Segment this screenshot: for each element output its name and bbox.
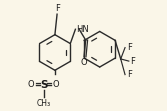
Text: F: F — [127, 43, 132, 52]
Text: F: F — [55, 4, 59, 13]
Text: O: O — [28, 80, 34, 89]
Text: S: S — [40, 80, 47, 90]
Text: F: F — [130, 57, 135, 66]
Text: O: O — [53, 80, 59, 89]
Text: O: O — [81, 58, 87, 67]
Text: CH₃: CH₃ — [37, 99, 51, 108]
Text: F: F — [127, 70, 132, 79]
Text: HN: HN — [76, 25, 89, 34]
